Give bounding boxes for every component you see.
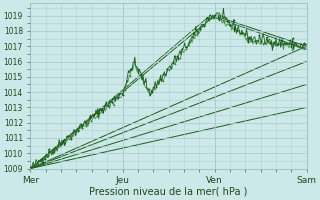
X-axis label: Pression niveau de la mer( hPa ): Pression niveau de la mer( hPa ): [89, 187, 248, 197]
